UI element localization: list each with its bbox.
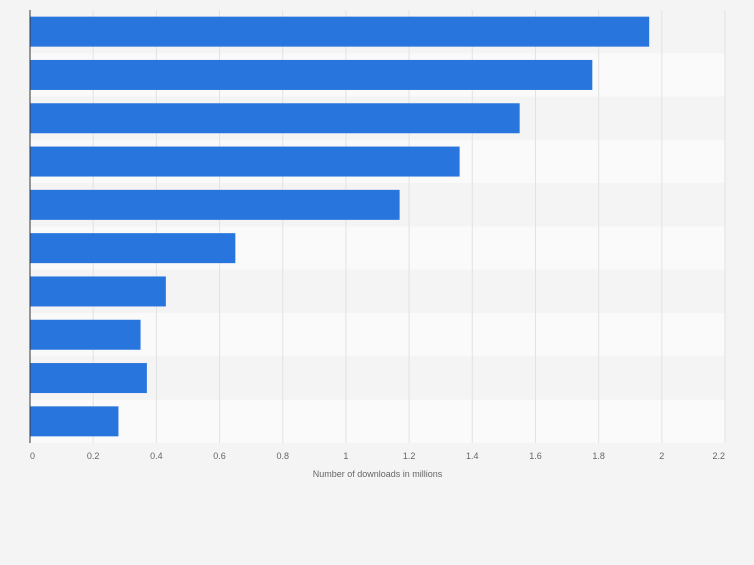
- x-tick-label: 0.2: [87, 451, 100, 461]
- bar: [30, 233, 236, 264]
- x-tick-label: 0.6: [213, 451, 226, 461]
- x-tick-label: 1.6: [529, 451, 542, 461]
- x-tick-label: 1.2: [403, 451, 416, 461]
- bar: [30, 189, 400, 220]
- bar: [30, 146, 460, 177]
- bars: [30, 16, 650, 437]
- x-tick-label: 0: [30, 451, 35, 461]
- row-band: [30, 399, 725, 443]
- x-tick-label: 2: [659, 451, 664, 461]
- bar: [30, 276, 166, 307]
- x-tick-label: 0.4: [150, 451, 163, 461]
- x-tick-label: 2.2: [712, 451, 725, 461]
- bar: [30, 319, 141, 350]
- bar: [30, 59, 593, 90]
- x-axis-label: Number of downloads in millions: [313, 469, 443, 479]
- x-tick-label: 0.8: [276, 451, 289, 461]
- x-tick-label: 1.4: [466, 451, 479, 461]
- x-tick-label: 1: [343, 451, 348, 461]
- bar: [30, 16, 650, 47]
- x-tick-label: 1.8: [592, 451, 605, 461]
- bar: [30, 406, 119, 437]
- row-band: [30, 313, 725, 357]
- x-axis-ticks: 0 0.2 0.4 0.6 0.8 1 1.2 1.4 1.6 1.8 2 2.2: [30, 451, 725, 461]
- bar: [30, 363, 147, 394]
- bar: [30, 103, 520, 134]
